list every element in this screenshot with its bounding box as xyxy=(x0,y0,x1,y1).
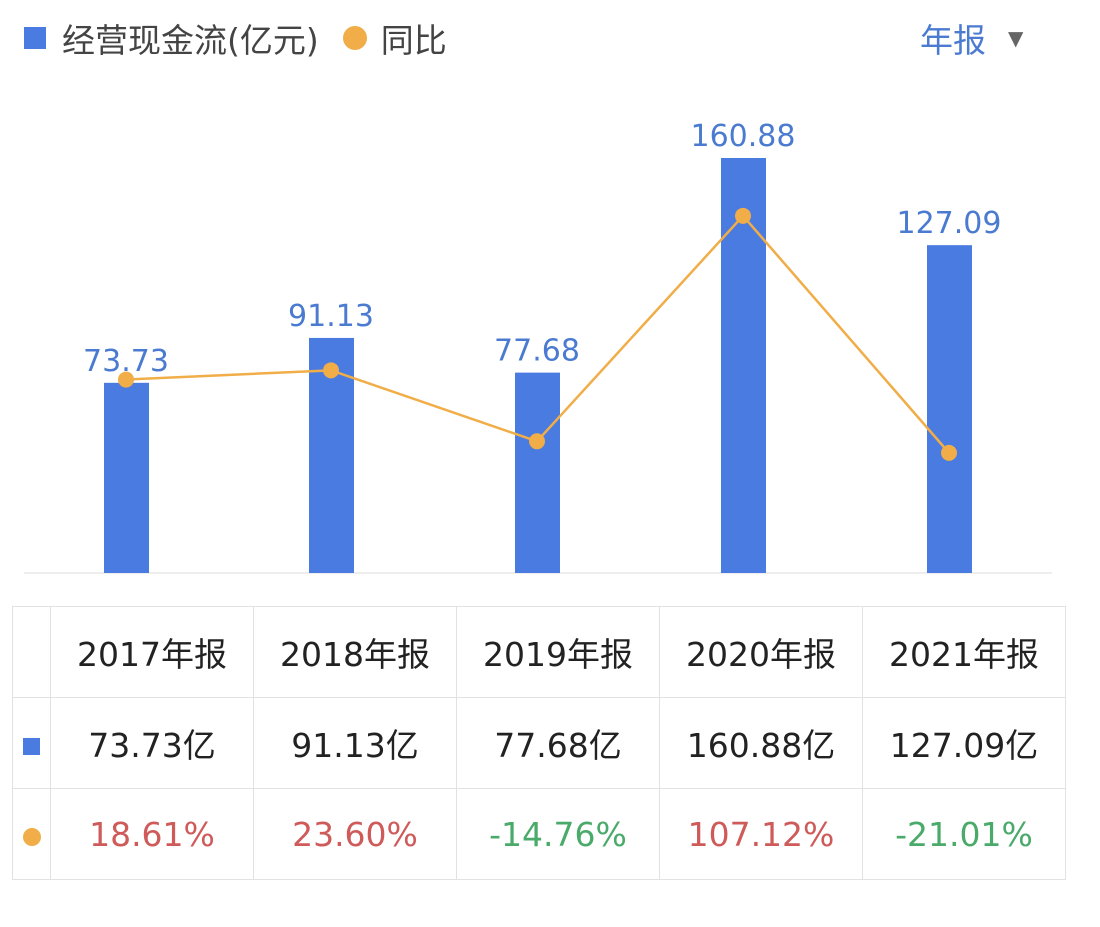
yoy-point xyxy=(323,362,339,379)
value-cell: 91.13亿 xyxy=(253,697,457,789)
yoy-point xyxy=(118,371,134,388)
bar-swatch-icon xyxy=(23,737,40,755)
header-cell: 2021年报 xyxy=(862,606,1066,698)
table-header-row: 2017年报 2018年报 2019年报 2020年报 2021年报 xyxy=(12,606,1066,698)
bar-data-label: 127.09 xyxy=(897,206,1002,241)
corner-cell xyxy=(12,606,51,698)
legend: 经营现金流(亿元) 同比 xyxy=(24,14,447,62)
bar-data-label: 160.88 xyxy=(691,119,796,154)
caret-down-icon: ▼ xyxy=(1008,26,1024,50)
bar xyxy=(104,382,149,573)
period-selector[interactable]: 年报 ▼ xyxy=(920,14,1023,62)
line-legend-label: 同比 xyxy=(380,21,447,60)
header-cell: 2018年报 xyxy=(253,606,457,698)
yoy-cell: 23.60% xyxy=(253,788,457,880)
bar-data-label: 91.13 xyxy=(288,299,374,334)
bar-data-label: 77.68 xyxy=(494,334,580,369)
header-cell: 2017年报 xyxy=(50,606,254,698)
period-label: 年报 xyxy=(920,21,986,60)
line-legend-swatch xyxy=(342,26,367,50)
yoy-point xyxy=(529,433,545,450)
value-cell: 77.68亿 xyxy=(456,697,660,789)
value-cell: 127.09亿 xyxy=(862,697,1066,789)
yoy-cell: 18.61% xyxy=(50,788,254,880)
value-cell: 160.88亿 xyxy=(659,697,863,789)
yoy-cell: 107.12% xyxy=(659,788,863,880)
header-cell: 2020年报 xyxy=(659,606,863,698)
header-cell: 2019年报 xyxy=(456,606,660,698)
bar xyxy=(515,372,560,573)
yoy-point xyxy=(941,444,957,461)
bar-legend-swatch xyxy=(24,27,46,49)
bar-legend-label: 经营现金流(亿元) xyxy=(62,21,319,60)
yoy-cell: -21.01% xyxy=(862,788,1066,880)
yoy-point xyxy=(735,207,751,224)
data-table: 2017年报 2018年报 2019年报 2020年报 2021年报 73.73… xyxy=(12,606,1066,880)
line-swatch-icon xyxy=(22,827,41,846)
bar xyxy=(721,158,766,573)
value-cell: 73.73亿 xyxy=(50,697,254,789)
yoy-cell: -14.76% xyxy=(456,788,660,880)
bar xyxy=(927,245,972,574)
yoy-row: 18.61% 23.60% -14.76% 107.12% -21.01% xyxy=(12,788,1066,880)
bar-row: 73.73亿 91.13亿 77.68亿 160.88亿 127.09亿 xyxy=(12,697,1066,789)
